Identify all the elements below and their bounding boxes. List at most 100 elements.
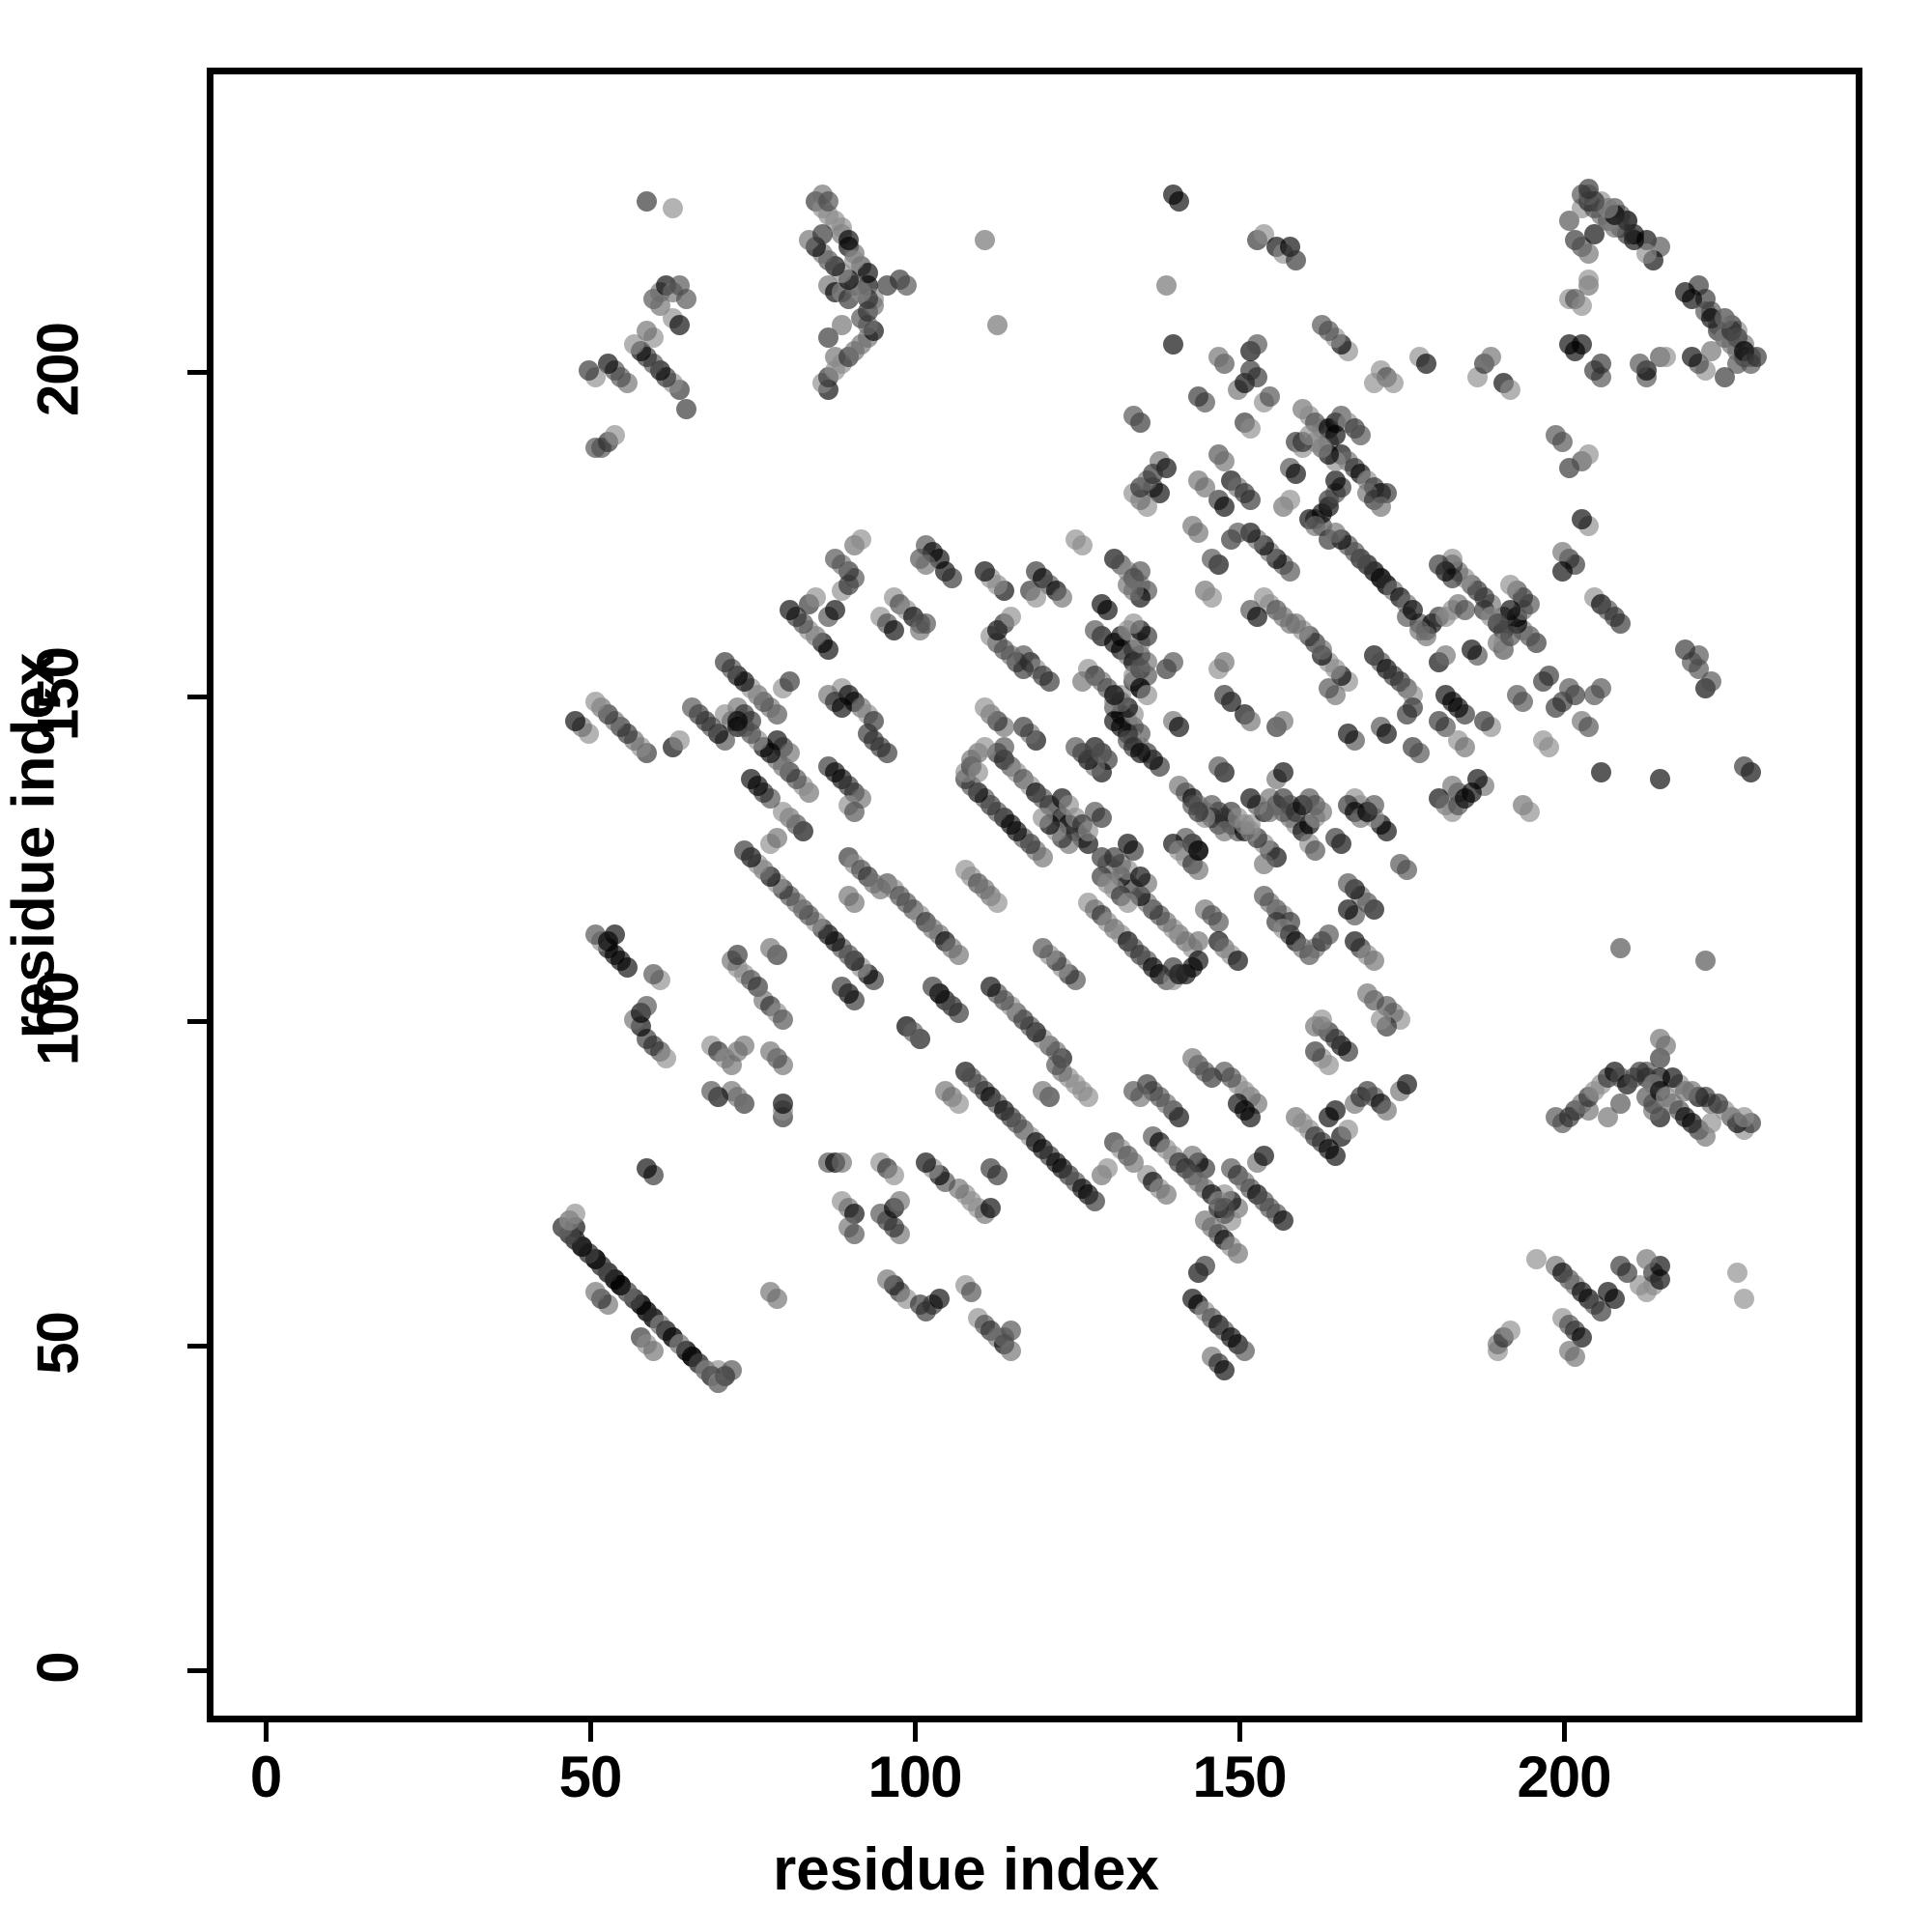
scatter-point — [1571, 1327, 1592, 1349]
scatter-point — [851, 528, 872, 550]
x-tick-label-0: 0 — [249, 1745, 282, 1809]
scatter-point — [980, 977, 1002, 998]
scatter-point — [1558, 211, 1579, 232]
y-axis-label: residue index — [0, 652, 68, 1039]
scatter-point — [565, 710, 586, 731]
scatter-point — [825, 600, 846, 621]
scatter-point — [1143, 464, 1164, 485]
scatter-point — [961, 1282, 982, 1303]
scatter-point — [1429, 710, 1450, 731]
scatter-point — [1377, 1099, 1398, 1121]
scatter-point — [967, 762, 988, 783]
scatter-point — [1694, 951, 1716, 972]
scatter-point — [578, 359, 599, 381]
scatter-point — [1714, 308, 1735, 329]
scatter-point — [1052, 586, 1073, 608]
scatter-point — [825, 548, 846, 569]
scatter-point — [1208, 347, 1229, 368]
scatter-point — [668, 314, 690, 335]
y-tick-2 — [187, 1019, 207, 1024]
scatter-point — [1403, 600, 1424, 621]
scatter-points-layer — [213, 74, 1856, 1716]
scatter-point — [974, 697, 995, 719]
scatter-point — [876, 743, 897, 764]
scatter-point — [1169, 717, 1190, 738]
scatter-point — [916, 1151, 937, 1173]
scatter-point — [1000, 607, 1021, 628]
scatter-point — [1500, 379, 1521, 400]
scatter-point — [1630, 354, 1651, 375]
scatter-point — [1188, 951, 1209, 972]
scatter-point — [1675, 1080, 1696, 1101]
scatter-point — [1286, 464, 1307, 485]
scatter-point — [1551, 561, 1573, 582]
scatter-point — [1571, 333, 1592, 355]
scatter-point — [759, 1041, 781, 1063]
scatter-point — [1500, 600, 1521, 621]
x-tick-2 — [913, 1722, 918, 1742]
x-tick-4 — [1562, 1722, 1567, 1742]
scatter-point — [642, 1340, 664, 1361]
scatter-point — [948, 1003, 969, 1024]
scatter-point — [780, 671, 801, 693]
x-tick-0 — [264, 1722, 269, 1742]
scatter-point — [1675, 639, 1696, 660]
scatter-point — [1208, 911, 1229, 932]
scatter-point — [1201, 586, 1222, 608]
scatter-point — [1104, 710, 1125, 731]
scatter-point — [1033, 937, 1054, 958]
scatter-point — [1181, 1048, 1203, 1069]
scatter-point — [993, 736, 1014, 757]
scatter-point — [1370, 496, 1391, 517]
scatter-point — [1408, 743, 1430, 764]
x-axis-label: residue index — [773, 1836, 1159, 1903]
scatter-point — [1227, 522, 1248, 543]
scatter-point — [1656, 347, 1677, 368]
scatter-point — [1571, 295, 1592, 316]
scatter-point — [1584, 223, 1605, 244]
x-tick-label-2: 100 — [867, 1745, 962, 1809]
scatter-point — [1227, 951, 1248, 972]
scatter-point — [1084, 619, 1105, 640]
scatter-point — [727, 944, 749, 965]
scatter-point — [1104, 846, 1125, 867]
scatter-point — [1324, 1145, 1346, 1166]
scatter-point — [1403, 697, 1424, 719]
scatter-point — [1312, 1009, 1333, 1030]
scatter-point — [637, 191, 658, 213]
scatter-point — [844, 249, 866, 270]
scatter-point — [1338, 724, 1359, 745]
scatter-point — [987, 1165, 1009, 1186]
scatter-point — [1150, 483, 1171, 504]
scatter-point — [675, 288, 696, 309]
scatter-point — [1558, 678, 1579, 699]
scatter-point — [1033, 808, 1054, 829]
scatter-point — [1033, 1080, 1054, 1101]
scatter-point — [1733, 1106, 1754, 1127]
scatter-point — [1104, 684, 1125, 705]
scatter-point — [831, 314, 852, 335]
scatter-point — [980, 1197, 1002, 1218]
scatter-point — [727, 710, 749, 731]
scatter-point — [811, 223, 833, 244]
scatter-point — [1246, 607, 1267, 628]
scatter-point — [1324, 424, 1346, 445]
scatter-point — [987, 314, 1009, 335]
scatter-point — [1195, 1256, 1216, 1277]
scatter-point — [642, 963, 664, 984]
scatter-point — [844, 801, 866, 822]
scatter-point — [916, 612, 937, 634]
scatter-point — [1312, 639, 1333, 660]
scatter-point — [1506, 684, 1527, 705]
scatter-point — [1272, 710, 1293, 731]
scatter-point — [1065, 528, 1086, 550]
scatter-point — [1525, 1249, 1547, 1270]
scatter-point — [1338, 1120, 1359, 1141]
scatter-point — [974, 736, 995, 757]
scatter-point — [1480, 347, 1501, 368]
scatter-point — [1181, 516, 1203, 537]
scatter-point — [1038, 671, 1060, 693]
scatter-point — [1682, 347, 1703, 368]
scatter-point — [1701, 340, 1722, 361]
scatter-point — [1272, 762, 1293, 783]
